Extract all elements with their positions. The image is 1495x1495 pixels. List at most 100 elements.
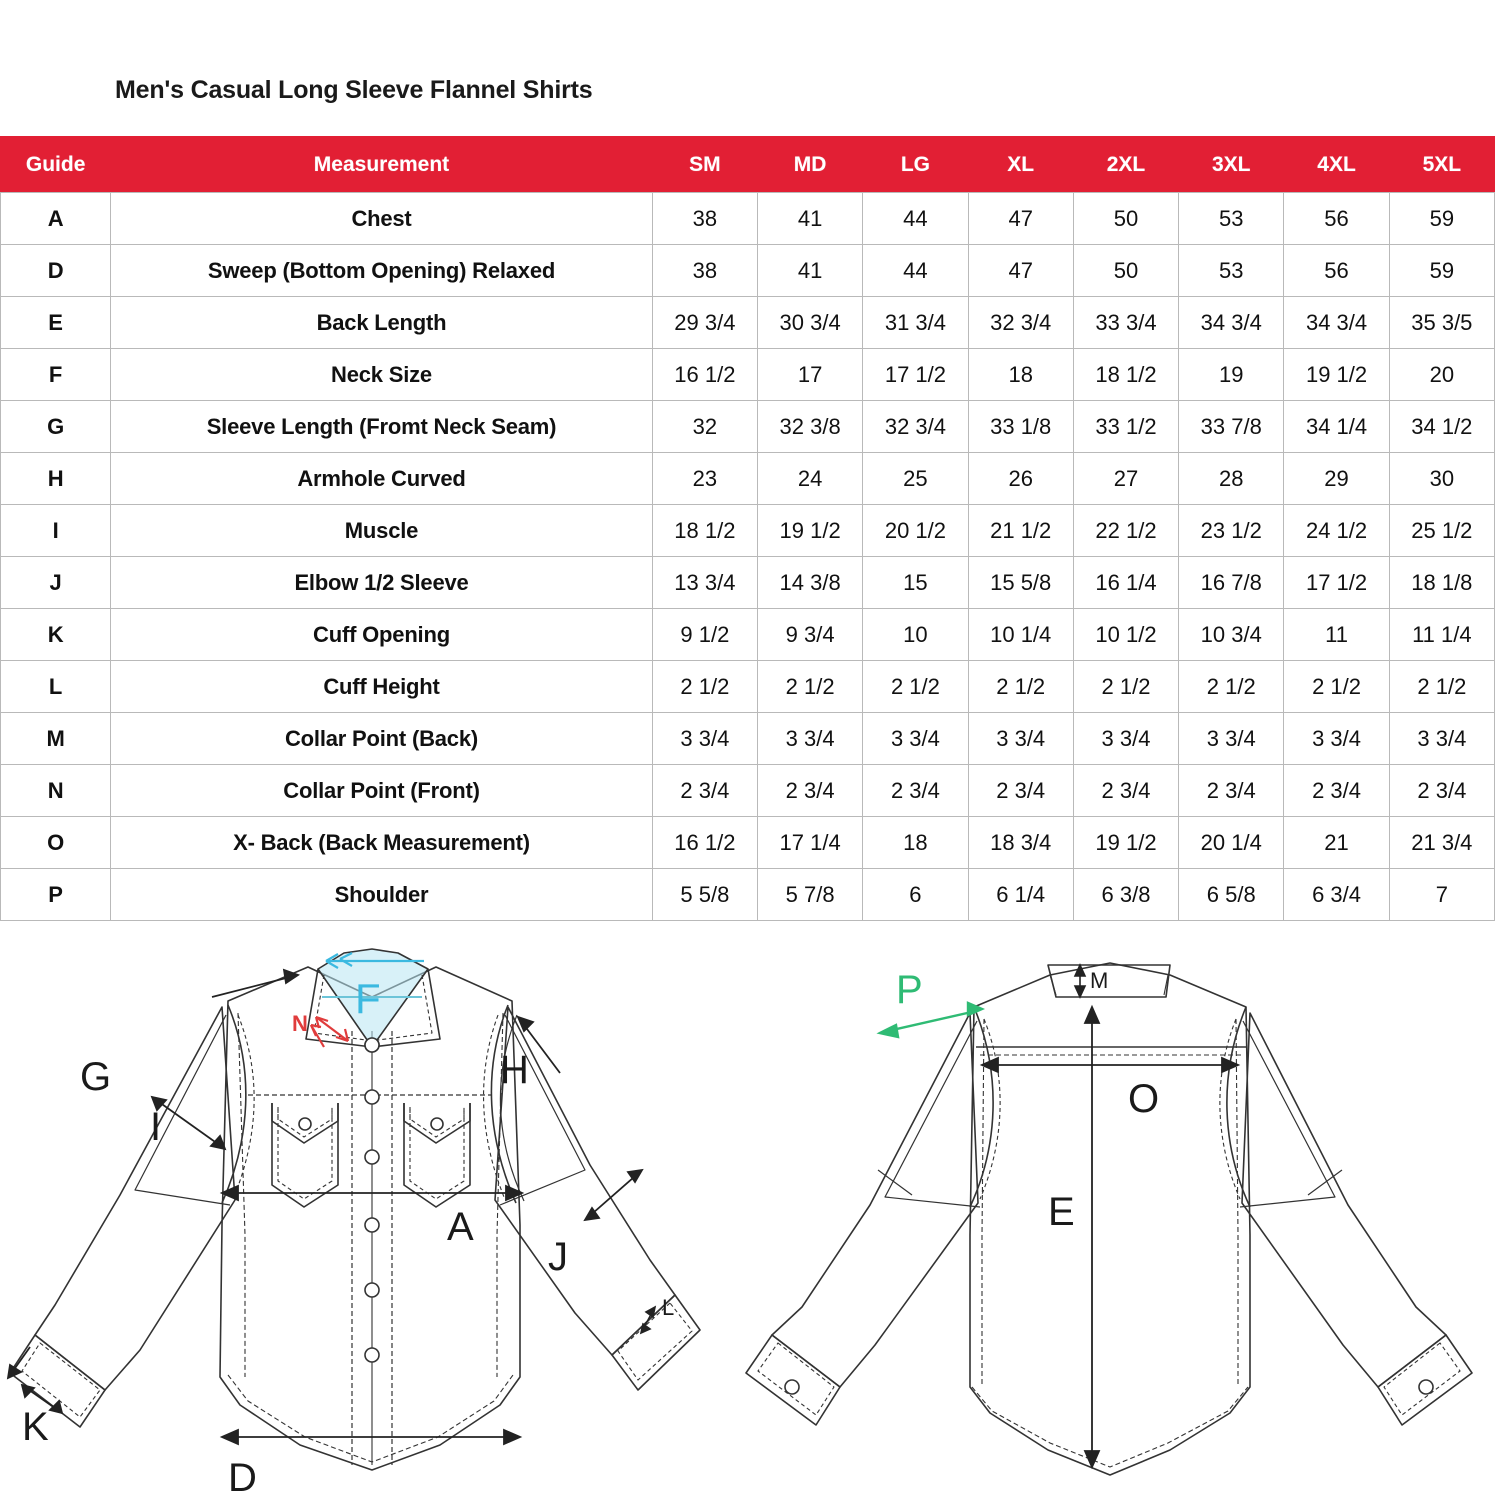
table-body: A Chest 38 41 44 47 50 53 56 59 D Sweep (Bottom Ope… — [0, 192, 1495, 921]
value-cell-sm: 3 3/4 — [651, 712, 759, 765]
value-cell-5xl: 20 — [1388, 348, 1495, 401]
value-cell-2xl: 33 1/2 — [1072, 400, 1180, 453]
guide-cell: G — [0, 400, 112, 453]
value-cell-md: 2 1/2 — [756, 660, 864, 713]
neck-size-dimension-F — [322, 952, 424, 998]
table-row: D Sweep (Bottom Opening) Relaxed 38 41 44 47 5… — [0, 244, 1495, 297]
value-cell-2xl: 33 3/4 — [1072, 296, 1180, 349]
value-cell-xl: 21 1/2 — [967, 504, 1074, 557]
table-row: N Collar Point (Front) 2 3/4 2 3/4 2 3/4 2 3/… — [0, 764, 1495, 817]
value-cell-4xl: 34 3/4 — [1283, 296, 1390, 349]
value-cell-sm: 18 1/2 — [651, 504, 759, 557]
value-cell-xl: 2 3/4 — [967, 764, 1074, 817]
table-row: A Chest 38 41 44 47 50 53 56 59 — [0, 192, 1495, 245]
column-header-2xl: 2XL — [1072, 136, 1180, 193]
value-cell-5xl: 25 1/2 — [1388, 504, 1495, 557]
back-length-dimension-E — [1083, 1004, 1101, 1470]
value-cell-5xl: 3 3/4 — [1388, 712, 1495, 765]
value-cell-sm: 2 3/4 — [651, 764, 759, 817]
label-I: I — [150, 1105, 161, 1149]
value-cell-3xl: 20 1/4 — [1178, 816, 1285, 869]
value-cell-sm: 9 1/2 — [651, 608, 759, 661]
value-cell-sm: 32 — [651, 400, 759, 453]
left-cuff — [9, 1334, 106, 1428]
value-cell-md: 41 — [756, 244, 864, 297]
value-cell-sm: 38 — [651, 192, 759, 245]
value-cell-3xl: 6 5/8 — [1178, 868, 1285, 921]
value-cell-4xl: 34 1/4 — [1283, 400, 1390, 453]
label-A: A — [447, 1205, 474, 1249]
right-armhole — [490, 1004, 517, 1204]
value-cell-sm: 23 — [651, 452, 759, 505]
value-cell-2xl: 2 3/4 — [1072, 764, 1180, 817]
measurement-cell: Muscle — [110, 504, 653, 557]
guide-cell: A — [0, 192, 112, 245]
value-cell-3xl: 3 3/4 — [1178, 712, 1285, 765]
value-cell-xl: 47 — [967, 192, 1074, 245]
value-cell-md: 32 3/8 — [756, 400, 864, 453]
value-cell-xl: 18 — [967, 348, 1074, 401]
back-left-sleeve — [771, 1012, 979, 1388]
value-cell-2xl: 18 1/2 — [1072, 348, 1180, 401]
value-cell-3xl: 23 1/2 — [1178, 504, 1285, 557]
table-row: J Elbow 1/2 Sleeve 13 3/4 14 3/8 15 15 5/8 16 … — [0, 556, 1495, 609]
sweep-dimension-D — [219, 1428, 523, 1446]
table-row: G Sleeve Length (Fromt Neck Seam) 32 32 3/8… — [0, 400, 1495, 453]
label-O: O — [1128, 1077, 1159, 1121]
value-cell-lg: 15 — [862, 556, 969, 609]
measurement-cell: Back Length — [110, 296, 653, 349]
measurement-cell: Shoulder — [110, 868, 653, 921]
back-right-sleeve — [1241, 1012, 1447, 1388]
column-header-sm: SM — [651, 136, 759, 193]
value-cell-xl: 26 — [967, 452, 1074, 505]
armhole-dimension-H — [516, 1015, 561, 1074]
value-cell-lg: 20 1/2 — [862, 504, 969, 557]
value-cell-5xl: 21 3/4 — [1388, 816, 1495, 869]
value-cell-4xl: 29 — [1283, 452, 1390, 505]
back-collar-stand — [1047, 964, 1171, 998]
value-cell-5xl: 7 — [1388, 868, 1495, 921]
value-cell-5xl: 2 3/4 — [1388, 764, 1495, 817]
value-cell-5xl: 34 1/2 — [1388, 400, 1495, 453]
elbow-sleeve-dimension-J — [583, 1168, 644, 1222]
value-cell-md: 41 — [756, 192, 864, 245]
table-row: M Collar Point (Back) 3 3/4 3 3/4 3 3/4 3 3/4… — [0, 712, 1495, 765]
right-chest-pocket — [403, 1103, 471, 1208]
value-cell-md: 9 3/4 — [756, 608, 864, 661]
label-P: P — [896, 968, 923, 1012]
value-cell-md: 2 3/4 — [756, 764, 864, 817]
value-cell-2xl: 19 1/2 — [1072, 816, 1180, 869]
value-cell-5xl: 18 1/8 — [1388, 556, 1495, 609]
value-cell-md: 30 3/4 — [756, 296, 864, 349]
value-cell-2xl: 22 1/2 — [1072, 504, 1180, 557]
value-cell-2xl: 27 — [1072, 452, 1180, 505]
cuff-opening-dimension-K — [6, 1346, 64, 1415]
value-cell-md: 19 1/2 — [756, 504, 864, 557]
shoulder-dimension-P — [876, 1001, 986, 1039]
table-row: L Cuff Height 2 1/2 2 1/2 2 1/2 2 1/2 2 1/2 2 1… — [0, 660, 1495, 713]
column-header-4xl: 4XL — [1283, 136, 1390, 193]
label-F: F — [355, 975, 381, 1022]
value-cell-lg: 44 — [862, 192, 969, 245]
label-E: E — [1048, 1190, 1075, 1234]
column-header-guide: Guide — [0, 136, 112, 193]
value-cell-xl: 18 3/4 — [967, 816, 1074, 869]
measurement-cell: Armhole Curved — [110, 452, 653, 505]
value-cell-4xl: 6 3/4 — [1283, 868, 1390, 921]
value-cell-4xl: 17 1/2 — [1283, 556, 1390, 609]
measurement-cell: Cuff Opening — [110, 608, 653, 661]
value-cell-md: 3 3/4 — [756, 712, 864, 765]
muscle-dimension-I — [150, 1095, 227, 1151]
column-header-lg: LG — [862, 136, 969, 193]
label-D: D — [228, 1456, 257, 1495]
value-cell-sm: 16 1/2 — [651, 348, 759, 401]
table-row: F Neck Size 16 1/2 17 17 1/2 18 18 1/2 19 19 1/2… — [0, 348, 1495, 401]
column-header-measurement: Measurement — [110, 136, 653, 193]
table-row: I Muscle 18 1/2 19 1/2 20 1/2 21 1/2 22 1/2 23 … — [0, 504, 1495, 557]
value-cell-4xl: 19 1/2 — [1283, 348, 1390, 401]
button — [364, 1089, 380, 1105]
value-cell-lg: 3 3/4 — [862, 712, 969, 765]
label-L: L — [662, 1295, 674, 1320]
value-cell-3xl: 53 — [1178, 192, 1285, 245]
collar-point-front-dimension-N — [309, 1015, 350, 1048]
